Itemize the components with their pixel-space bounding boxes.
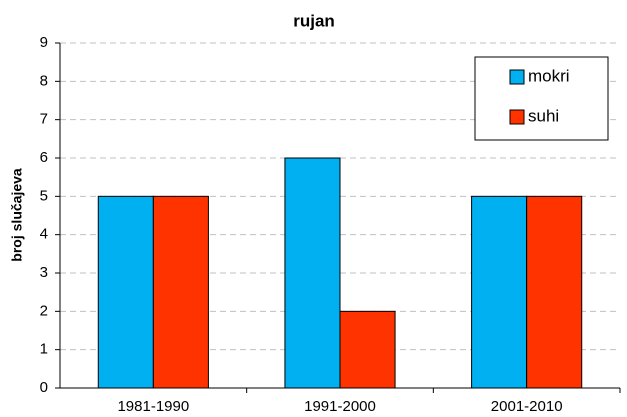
y-tick-label: 5	[40, 187, 48, 204]
bar	[526, 195, 583, 389]
bar	[471, 195, 528, 389]
legend-swatch	[509, 69, 525, 85]
bar	[284, 157, 341, 389]
y-tick-label: 8	[40, 72, 48, 89]
y-axis-label: broj slučajeva	[9, 168, 25, 262]
x-tick-label: 2001-2010	[491, 398, 563, 415]
x-tick-label: 1981-1990	[117, 398, 189, 415]
legend-swatch	[509, 109, 525, 125]
bar	[97, 195, 154, 389]
chart-title: rujan	[293, 11, 335, 30]
x-tick-label: 1991-2000	[304, 398, 376, 415]
y-tick-label: 3	[40, 264, 48, 281]
y-tick-label: 0	[40, 379, 48, 396]
legend-label: mokri	[528, 66, 570, 85]
y-tick-label: 9	[40, 34, 48, 51]
bar	[339, 310, 396, 389]
y-tick-label: 1	[40, 341, 48, 358]
y-tick-label: 7	[40, 111, 48, 128]
bar	[152, 195, 209, 389]
legend-label: suhi	[528, 106, 559, 125]
y-tick-label: 6	[40, 149, 48, 166]
y-tick-label: 2	[40, 302, 48, 319]
legend-box	[474, 56, 609, 141]
y-tick-label: 4	[40, 226, 48, 243]
